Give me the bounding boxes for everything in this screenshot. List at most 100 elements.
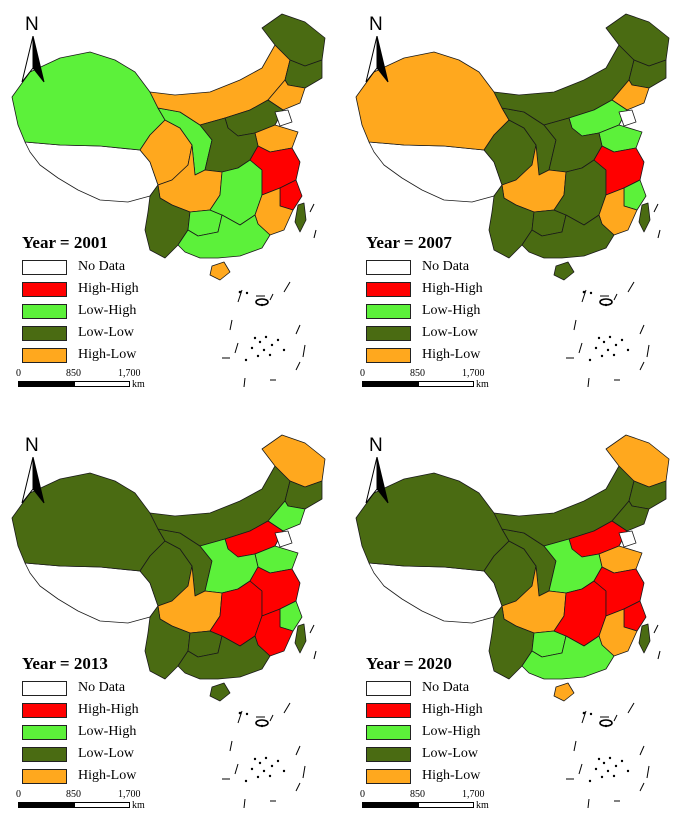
region-guangdong-guangxi [521, 214, 615, 259]
island-dots [238, 290, 286, 362]
bohai-sea [274, 530, 293, 548]
north-label: N [369, 14, 383, 35]
legend-swatch [366, 347, 411, 363]
scale-tick: 0 [16, 789, 21, 800]
legend-item: Low-Low [366, 322, 483, 344]
legend-label: High-Low [78, 768, 137, 783]
legend-item: High-High [22, 278, 139, 300]
scale-bar: 0 850 1,700 km [360, 789, 512, 815]
region-hainan [553, 682, 575, 702]
bohai-sea [618, 109, 637, 127]
year-title: Year = 2001 [22, 233, 108, 252]
legend-item: High-Low [22, 765, 139, 787]
legend: No Data High-High Low-High Low-Low High-Low [366, 256, 483, 366]
scale-bar: 0 850 1,700 km [360, 368, 512, 394]
year-title: Year = 2007 [366, 233, 452, 252]
north-arrow: N [358, 435, 398, 505]
legend-label: Low-High [422, 724, 481, 739]
region-taiwan [638, 623, 651, 654]
south-china-sea-islands [222, 203, 317, 388]
legend-label: Low-High [422, 303, 481, 318]
south-china-sea-islands [566, 203, 661, 388]
legend-label: Low-High [78, 303, 137, 318]
legend: No Data High-High Low-High Low-Low High-Low [22, 256, 139, 366]
scale-segment-filled [362, 381, 418, 387]
legend-item: No Data [22, 256, 139, 278]
map-panel: N Year = 2020 No Data High-High Low-High Lo… [344, 421, 679, 821]
region-xizang [24, 141, 159, 203]
scale-bar: 0 850 1,700 km [16, 368, 168, 394]
legend-item: High-Low [366, 765, 483, 787]
legend-item: No Data [366, 677, 483, 699]
scale-tick: 1,700 [462, 789, 485, 800]
legend-item: Low-Low [366, 743, 483, 765]
north-arrow: N [358, 14, 398, 84]
legend-item: High-High [22, 699, 139, 721]
north-arrow: N [14, 14, 54, 84]
scale-segment-filled [18, 802, 74, 808]
legend-swatch [22, 746, 67, 762]
region-xizang [24, 562, 159, 624]
legend-item: Low-High [22, 300, 139, 322]
region-guangdong-guangxi [521, 635, 615, 680]
legend-label: High-Low [422, 347, 481, 362]
scale-tick: 850 [66, 368, 81, 379]
scale-unit: km [132, 379, 145, 390]
china-map [11, 13, 326, 388]
legend-label: No Data [422, 259, 470, 274]
scale-segment-empty [74, 381, 130, 387]
legend-item: High-High [366, 699, 483, 721]
region-guangdong-guangxi [177, 214, 271, 259]
scale-tick: 0 [360, 368, 365, 379]
legend-item: High-Low [366, 344, 483, 366]
north-label: N [369, 435, 383, 456]
region-taiwan [294, 623, 307, 654]
north-arrow-icon [365, 36, 389, 83]
scale-unit: km [132, 800, 145, 811]
legend-item: No Data [22, 677, 139, 699]
legend-label: No Data [78, 259, 126, 274]
north-label: N [25, 14, 39, 35]
north-arrow-icon [365, 457, 389, 504]
china-map [11, 434, 326, 809]
legend-item: High-High [366, 278, 483, 300]
year-title: Year = 2013 [22, 654, 108, 673]
legend-label: Low-Low [422, 746, 478, 761]
scale-bar: 0 850 1,700 km [16, 789, 168, 815]
legend-item: Low-Low [22, 743, 139, 765]
legend-label: High-High [422, 702, 483, 717]
legend-label: Low-Low [78, 746, 134, 761]
island-dots [582, 711, 630, 783]
north-arrow-icon [21, 457, 45, 504]
scale-tick: 850 [410, 789, 425, 800]
region-guangdong-guangxi [177, 635, 271, 680]
china-map [355, 13, 670, 388]
north-arrow: N [14, 435, 54, 505]
legend: No Data High-High Low-High Low-Low High-Low [22, 677, 139, 787]
legend-label: Low-Low [78, 325, 134, 340]
legend-swatch [22, 303, 67, 319]
south-china-sea-islands [222, 624, 317, 809]
south-china-sea-islands [566, 624, 661, 809]
north-arrow-icon [21, 36, 45, 83]
legend-item: No Data [366, 256, 483, 278]
legend-label: High-High [422, 281, 483, 296]
legend-swatch [22, 281, 67, 297]
scale-unit: km [476, 800, 489, 811]
scale-tick: 0 [16, 368, 21, 379]
legend-swatch [22, 768, 67, 784]
legend-label: High-High [78, 281, 139, 296]
legend: No Data High-High Low-High Low-Low High-Low [366, 677, 483, 787]
scale-tick: 1,700 [118, 368, 141, 379]
bohai-sea [618, 530, 637, 548]
legend-label: No Data [422, 680, 470, 695]
region-hainan [209, 261, 231, 281]
legend-item: Low-Low [22, 322, 139, 344]
island-dots [582, 290, 630, 362]
scale-segment-empty [74, 802, 130, 808]
legend-swatch [366, 680, 411, 696]
legend-swatch [22, 680, 67, 696]
region-xizang [368, 141, 503, 203]
legend-swatch [366, 746, 411, 762]
legend-label: High-Low [78, 347, 137, 362]
